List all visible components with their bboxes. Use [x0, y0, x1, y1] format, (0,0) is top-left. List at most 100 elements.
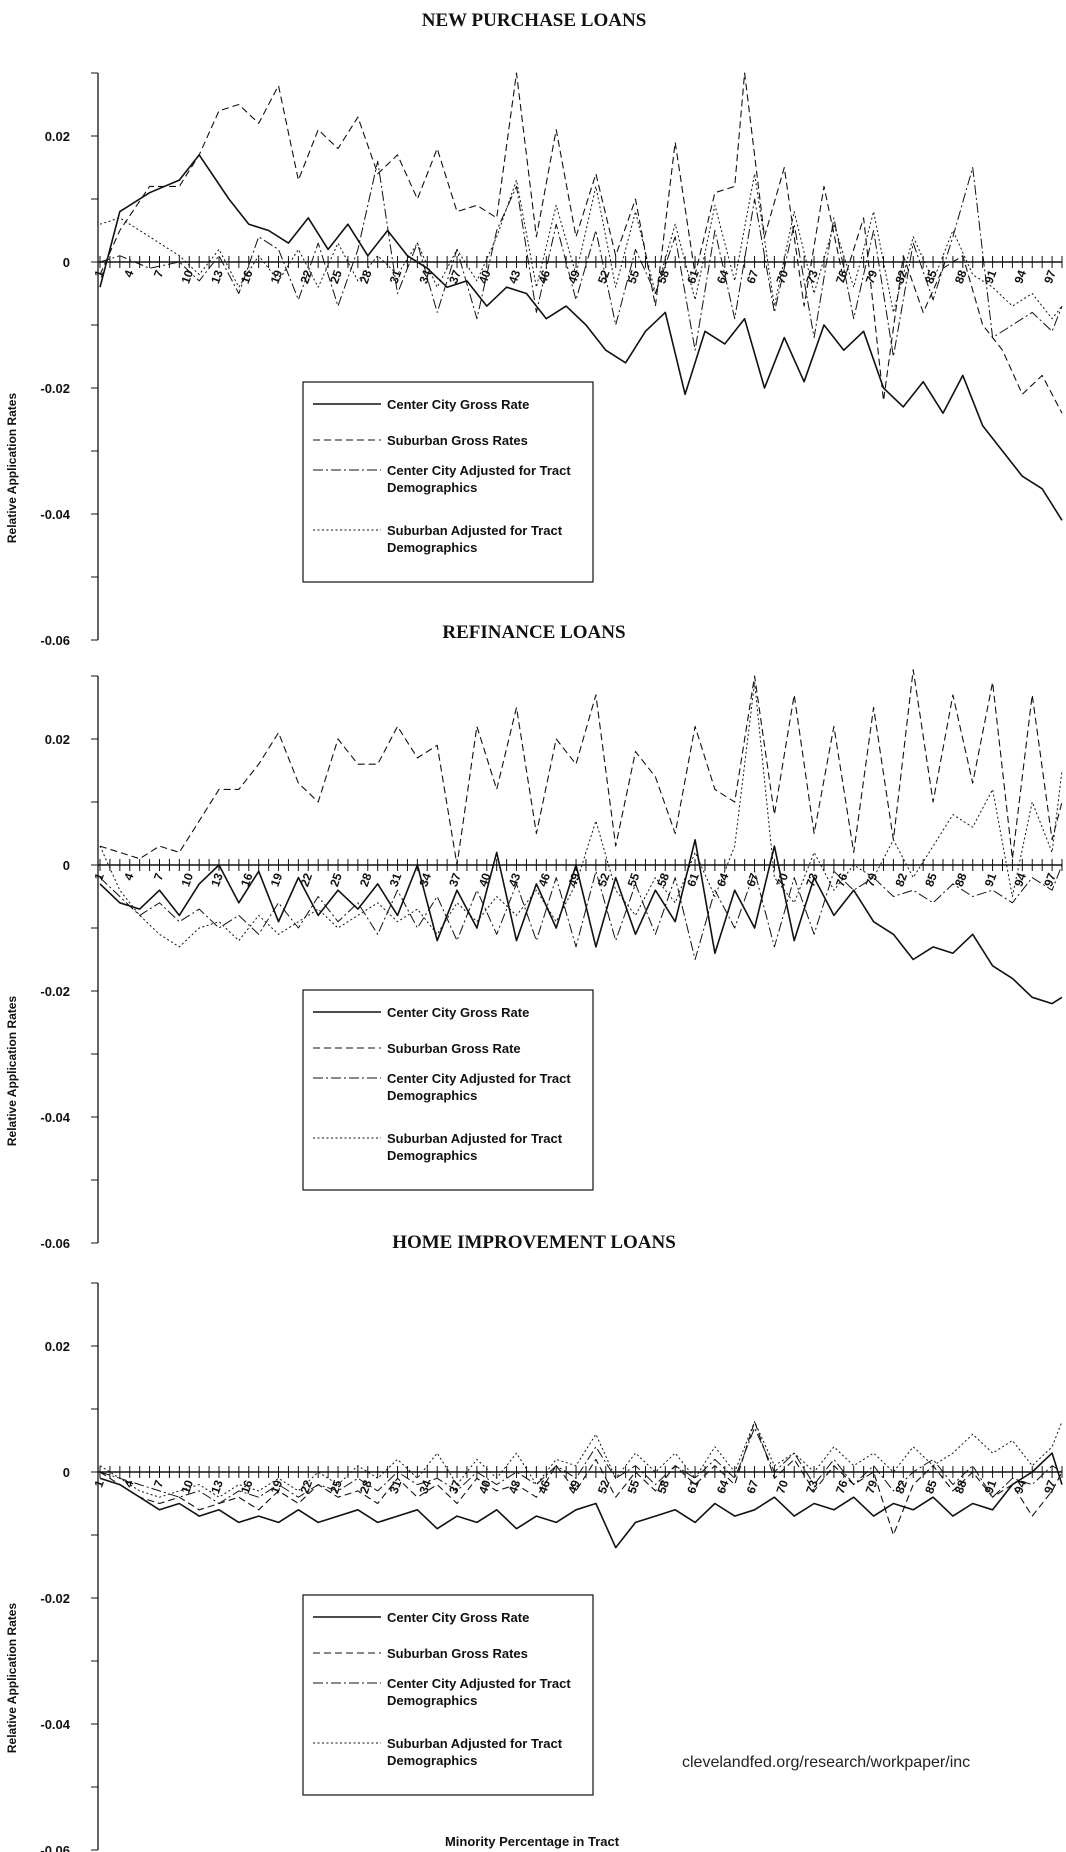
x-tick-label: 52: [595, 871, 613, 889]
x-tick-label: 55: [625, 1478, 643, 1496]
y-tick-label: 0: [63, 255, 70, 270]
x-axis-label: Minority Percentage in Tract: [445, 1834, 620, 1849]
x-tick-label: 52: [595, 1478, 613, 1496]
chart-title: NEW PURCHASE LOANS: [422, 10, 647, 31]
x-tick-label: 73: [803, 1478, 821, 1496]
legend-label-3: Center City Adjusted for Tract Demographi…: [387, 463, 571, 495]
x-tick-label: 34: [416, 268, 434, 286]
x-tick-label: 64: [714, 1478, 732, 1496]
series-line-1: [99, 154, 1063, 521]
x-tick-label: 40: [476, 1478, 494, 1496]
x-tick-label: 40: [476, 871, 494, 889]
series-line-2: [99, 72, 1063, 414]
x-tick-label: 88: [952, 871, 970, 889]
x-tick-label: 31: [387, 1478, 405, 1496]
x-tick-label: 10: [178, 1478, 196, 1496]
x-tick-label: 55: [625, 268, 643, 286]
x-tick-label: 1: [91, 268, 107, 279]
x-tick-label: 70: [773, 268, 791, 286]
x-tick-label: 58: [654, 1478, 672, 1496]
x-tick-label: 85: [922, 1478, 940, 1496]
x-tick-label: 37: [446, 1478, 464, 1496]
chart-title: REFINANCE LOANS: [442, 622, 625, 643]
x-tick-label: 31: [387, 871, 405, 889]
legend-label-3: Center City Adjusted for Tract Demographi…: [387, 1071, 571, 1103]
x-tick-label: 7: [151, 1478, 167, 1489]
legend-label-4: Suburban Adjusted for Tract Demographics: [387, 1736, 563, 1768]
x-tick-label: 16: [238, 1478, 256, 1496]
y-tick-label: -0.02: [40, 984, 70, 999]
x-tick-label: 70: [773, 871, 791, 889]
x-tick-label: 79: [863, 268, 881, 286]
x-tick-label: 67: [744, 871, 762, 889]
x-tick-label: 91: [982, 1478, 1000, 1496]
x-tick-label: 34: [416, 1478, 434, 1496]
x-tick-label: 4: [121, 871, 137, 882]
series-line-2: [99, 1421, 1063, 1536]
x-tick-label: 46: [535, 871, 553, 889]
x-tick-label: 13: [208, 871, 226, 889]
chart-panel-3: HOME IMPROVEMENT LOANS 0.02 0 -0.02 -0.04 -0.…: [5, 1232, 1063, 1852]
legend-box: [302, 989, 594, 1191]
x-tick-label: 28: [357, 1478, 375, 1496]
x-tick-label: 46: [535, 1478, 553, 1496]
y-tick-label: -0.04: [40, 507, 70, 522]
x-tick-label: 88: [952, 1478, 970, 1496]
x-tick-label: 58: [654, 871, 672, 889]
series-line-4: [99, 173, 1063, 320]
x-tick-label: 19: [268, 871, 286, 889]
chart-legend: Center City Gross Rate Suburban Gross Rat…: [302, 381, 594, 583]
x-tick-label: 1: [91, 1478, 107, 1489]
chart-legend: Center City Gross Rate Suburban Gross Rat…: [302, 1594, 594, 1796]
x-tick-label: 43: [506, 871, 524, 889]
x-tick-label: 49: [565, 1478, 583, 1496]
x-tick-label: 55: [625, 871, 643, 889]
y-tick-label: -0.06: [40, 1236, 70, 1251]
legend-label-1: Center City Gross Rate: [387, 1005, 529, 1020]
series-line-4: [99, 1421, 1063, 1498]
x-tick-label: 94: [1011, 1478, 1029, 1496]
y-axis-label: Relative Application Rates: [5, 393, 19, 544]
y-tick-label: -0.06: [40, 633, 70, 648]
x-tick-label: 85: [922, 871, 940, 889]
series-line-1: [99, 838, 1063, 1005]
x-tick-label: 7: [151, 268, 167, 279]
legend-label-2: Suburban Gross Rates: [387, 1646, 528, 1661]
x-tick-label: 64: [714, 268, 732, 286]
x-tick-label: 7: [151, 871, 167, 882]
chart-title: HOME IMPROVEMENT LOANS: [392, 1232, 676, 1253]
x-tick-label: 61: [684, 268, 702, 286]
x-tick-label: 64: [714, 871, 732, 889]
x-tick-label: 13: [208, 268, 226, 286]
x-tick-label: 79: [863, 871, 881, 889]
x-tick-label: 19: [268, 268, 286, 286]
x-tick-label: 16: [238, 268, 256, 286]
x-tick-label: 22: [297, 1478, 315, 1496]
x-tick-label: 73: [803, 268, 821, 286]
x-tick-label: 97: [1041, 871, 1059, 889]
legend-label-2: Suburban Gross Rates: [387, 433, 528, 448]
x-tick-label: 43: [506, 268, 524, 286]
x-tick-label: 28: [357, 871, 375, 889]
legend-label-4: Suburban Adjusted for Tract Demographics: [387, 1131, 563, 1163]
x-tick-label: 10: [178, 871, 196, 889]
series-line-4: [99, 681, 1063, 948]
x-tick-label: 28: [357, 268, 375, 286]
legend-label-2: Suburban Gross Rate: [387, 1041, 521, 1056]
y-tick-label: 0: [63, 1465, 70, 1480]
series-line-3: [99, 1427, 1063, 1504]
source-url-watermark: clevelandfed.org/research/workpaper/inc: [682, 1754, 971, 1771]
x-tick-label: 25: [327, 1478, 345, 1496]
x-tick-label: 1: [91, 871, 107, 882]
x-tick-label: 37: [446, 871, 464, 889]
y-tick-label: 0.02: [45, 1339, 70, 1354]
chart-legend: Center City Gross Rate Suburban Gross Rat…: [302, 989, 594, 1191]
x-tick-label: 97: [1041, 1478, 1059, 1496]
series-line-1: [99, 1452, 1063, 1549]
x-tick-label: 91: [982, 871, 1000, 889]
x-tick-label: 76: [833, 1478, 851, 1496]
y-tick-label: -0.04: [40, 1717, 70, 1732]
series-line-3: [99, 864, 1063, 960]
x-tick-label: 82: [892, 268, 910, 286]
series-line-2: [99, 669, 1063, 866]
